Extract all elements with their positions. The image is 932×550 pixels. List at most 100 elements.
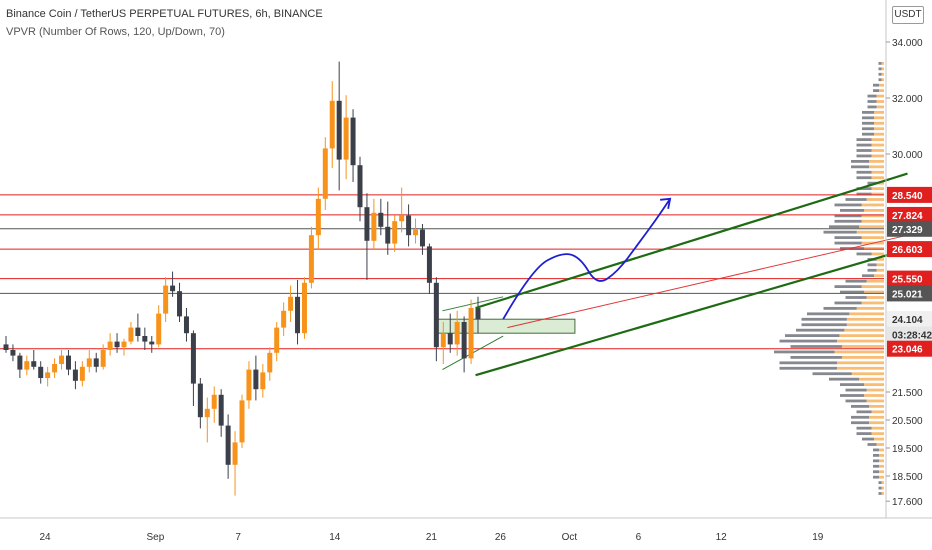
volume-bar-down xyxy=(856,252,872,256)
candle-body xyxy=(281,310,287,328)
volume-bar-down xyxy=(873,83,880,87)
price-label-bg[interactable] xyxy=(887,241,932,258)
volume-bar-up xyxy=(879,83,884,87)
volume-bar-down xyxy=(840,394,865,397)
price-label-bg[interactable] xyxy=(887,220,932,237)
volume-bar-down xyxy=(845,279,867,283)
volume-bar-down xyxy=(856,170,872,174)
volume-bar-up xyxy=(834,350,884,354)
candle-body xyxy=(100,350,106,367)
price-label-bg[interactable] xyxy=(887,270,932,287)
y-tick-label: 20.500 xyxy=(892,416,923,427)
x-tick-label: 14 xyxy=(329,532,341,543)
volume-bar-up xyxy=(871,252,884,256)
volume-bar-up xyxy=(879,453,884,457)
volume-bar-down xyxy=(829,377,860,381)
volume-bar-up xyxy=(859,377,884,381)
candle-body xyxy=(3,344,9,350)
volume-bar-up xyxy=(871,149,884,152)
price-label[interactable]: 28.540 xyxy=(892,191,923,202)
volume-bar-up xyxy=(836,366,884,370)
volume-bar-down xyxy=(862,132,875,136)
price-label-bg[interactable] xyxy=(887,186,932,203)
price-label[interactable]: 03:28:42 xyxy=(892,331,932,342)
volume-bar-down xyxy=(834,301,862,305)
volume-bar-down xyxy=(873,459,880,463)
volume-bar-down xyxy=(873,470,880,474)
price-label[interactable]: 27.824 xyxy=(892,211,923,222)
channel-middle-line[interactable] xyxy=(507,234,908,329)
candle-body xyxy=(114,341,120,348)
candle-body xyxy=(413,229,419,236)
candle-body xyxy=(336,100,342,160)
volume-bar-up xyxy=(881,481,884,485)
indicator-legend[interactable]: VPVR (Number Of Rows, 120, Up/Down, 70) xyxy=(6,26,225,38)
volume-bar-down xyxy=(840,208,865,212)
volume-bar-down xyxy=(834,285,862,289)
y-tick-label: 32.000 xyxy=(892,94,923,105)
candle-body xyxy=(288,296,294,311)
candle-body xyxy=(295,296,301,334)
candle-body xyxy=(59,355,65,364)
volume-bar-down xyxy=(796,328,845,332)
projection-arrow[interactable] xyxy=(502,198,671,320)
y-tick-label: 34.000 xyxy=(892,38,923,49)
volume-bar-down xyxy=(873,453,880,457)
volume-bar-up xyxy=(839,334,884,338)
candle-body xyxy=(65,355,71,370)
volume-bar-up xyxy=(871,170,884,174)
volume-bar-down xyxy=(878,67,882,71)
volume-bar-up xyxy=(881,492,884,495)
price-label-bg[interactable] xyxy=(887,326,932,343)
candle-body xyxy=(322,148,328,199)
x-tick-label: Sep xyxy=(147,532,165,543)
candle-body xyxy=(260,372,266,390)
price-label[interactable]: 24.104 xyxy=(892,315,923,326)
x-tick-label: 19 xyxy=(812,532,824,543)
volume-bar-up xyxy=(861,301,884,305)
price-label[interactable]: 25.021 xyxy=(892,289,923,300)
volume-bar-down xyxy=(845,399,867,403)
volume-bar-up xyxy=(861,236,884,240)
candle-body xyxy=(343,117,349,160)
channel-lower-line[interactable] xyxy=(475,248,908,377)
volume-bar-down xyxy=(790,345,842,348)
channel-upper-line[interactable] xyxy=(475,172,908,310)
volume-bar-up xyxy=(866,399,884,403)
candle-body xyxy=(211,394,217,409)
volume-bar-down xyxy=(873,464,880,468)
candle-body xyxy=(308,235,314,283)
volume-bar-down xyxy=(867,268,877,272)
candle-body xyxy=(197,383,203,418)
volume-bar-down xyxy=(856,143,872,147)
volume-bar-up xyxy=(864,394,884,397)
volume-bar-up xyxy=(874,116,884,120)
volume-bar-up xyxy=(871,187,884,191)
volume-bar-down xyxy=(851,421,870,425)
y-tick-label: 18.500 xyxy=(892,472,923,483)
volume-bar-down xyxy=(851,159,870,163)
price-label-bg[interactable] xyxy=(887,285,932,302)
price-label[interactable]: 27.329 xyxy=(892,225,923,236)
volume-bar-down xyxy=(779,339,837,343)
volume-bar-up xyxy=(841,345,884,348)
candle-body xyxy=(440,333,446,348)
price-label-bg[interactable] xyxy=(887,340,932,357)
candle-body xyxy=(45,372,51,378)
volume-bar-down xyxy=(812,372,852,376)
volume-bar-down xyxy=(867,443,877,446)
price-label[interactable]: 25.550 xyxy=(892,275,923,286)
volume-bar-up xyxy=(876,268,884,272)
candle-body xyxy=(433,282,439,348)
volume-bar-up xyxy=(879,448,884,452)
candle-body xyxy=(135,327,141,336)
price-label[interactable]: 23.046 xyxy=(892,345,923,356)
price-label-bg[interactable] xyxy=(887,311,932,328)
price-label[interactable]: 26.603 xyxy=(892,245,923,256)
volume-bar-up xyxy=(856,306,884,310)
volume-bar-up xyxy=(871,154,884,158)
volume-bar-down xyxy=(862,127,875,131)
currency-button[interactable]: USDT xyxy=(892,6,924,24)
price-label-bg[interactable] xyxy=(887,206,932,223)
